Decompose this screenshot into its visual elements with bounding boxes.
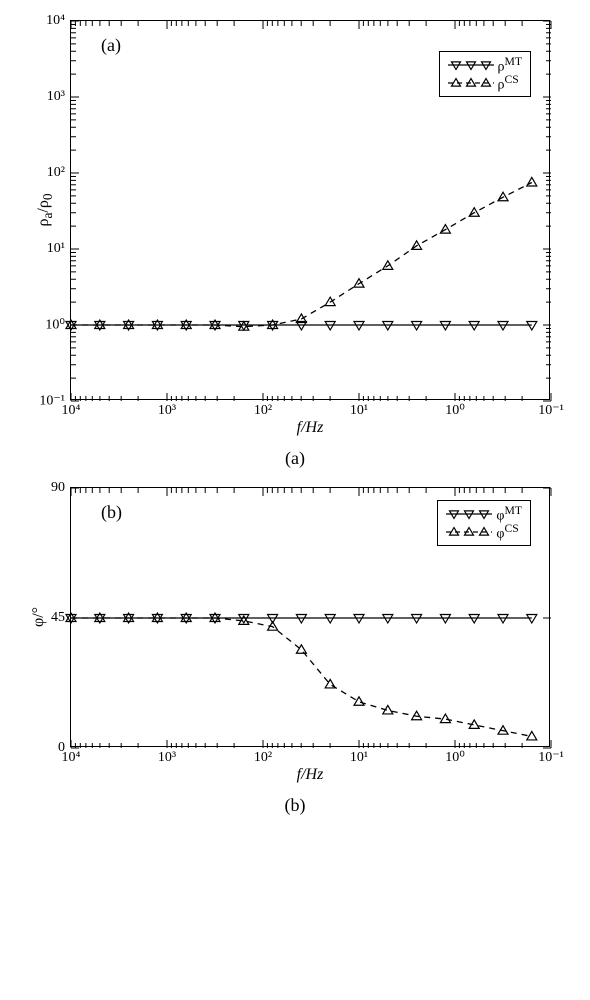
ytick-label: 10³ [31,89,65,105]
xtick-label: 10⁻¹ [538,402,564,419]
legend: φMTφCS [437,500,531,546]
legend-symbol [448,58,494,72]
y-axis-label: ρa/ρ0 [35,193,56,226]
chart-a: 10⁴10³10²10¹10⁰10⁻¹10⁻¹10⁰10¹10²10³10⁴ρa… [70,20,550,400]
chart-a-wrap: 10⁴10³10²10¹10⁰10⁻¹10⁻¹10⁰10¹10²10³10⁴ρa… [15,20,575,469]
legend-symbol [446,507,492,521]
legend-row: φCS [446,523,522,541]
ytick-label: 10⁰ [31,317,65,334]
xtick-label: 10² [254,750,272,766]
chart-b: 10⁴10³10²10¹10⁰10⁻¹04590φ/°f/Hz(b)φMTφCS [70,487,550,747]
legend-symbol [446,525,492,539]
ytick-label: 10⁴ [31,13,65,29]
xtick-label: 10² [254,403,272,419]
xtick-label: 10¹ [350,403,368,419]
ytick-label: 10¹ [31,241,65,257]
x-axis-label: f/Hz [297,766,324,784]
legend: ρMTρCS [439,51,531,97]
xtick-label: 10⁰ [445,402,465,419]
legend-row: ρMT [448,56,522,74]
chart-a-caption: (a) [15,448,575,469]
legend-row: φMT [446,505,522,523]
y-axis-label: φ/° [30,607,48,627]
xtick-label: 10³ [158,403,176,419]
chart-b-caption: (b) [15,795,575,816]
xtick-label: 10⁰ [445,749,465,766]
x-axis-label: f/Hz [297,419,324,437]
legend-symbol [448,76,494,90]
xtick-label: 10¹ [350,750,368,766]
chart-b-wrap: 10⁴10³10²10¹10⁰10⁻¹04590φ/°f/Hz(b)φMTφCS… [15,487,575,816]
ytick-label: 0 [31,740,65,756]
ytick-label: 10⁻¹ [31,393,65,410]
xtick-label: 10⁻¹ [538,749,564,766]
panel-label: (a) [101,35,121,56]
xtick-label: 10³ [158,750,176,766]
panel-label: (b) [101,502,122,523]
legend-label: ρCS [498,73,519,94]
ytick-label: 90 [31,480,65,496]
legend-label: φCS [496,522,518,543]
ytick-label: 10² [31,165,65,181]
legend-row: ρCS [448,74,522,92]
